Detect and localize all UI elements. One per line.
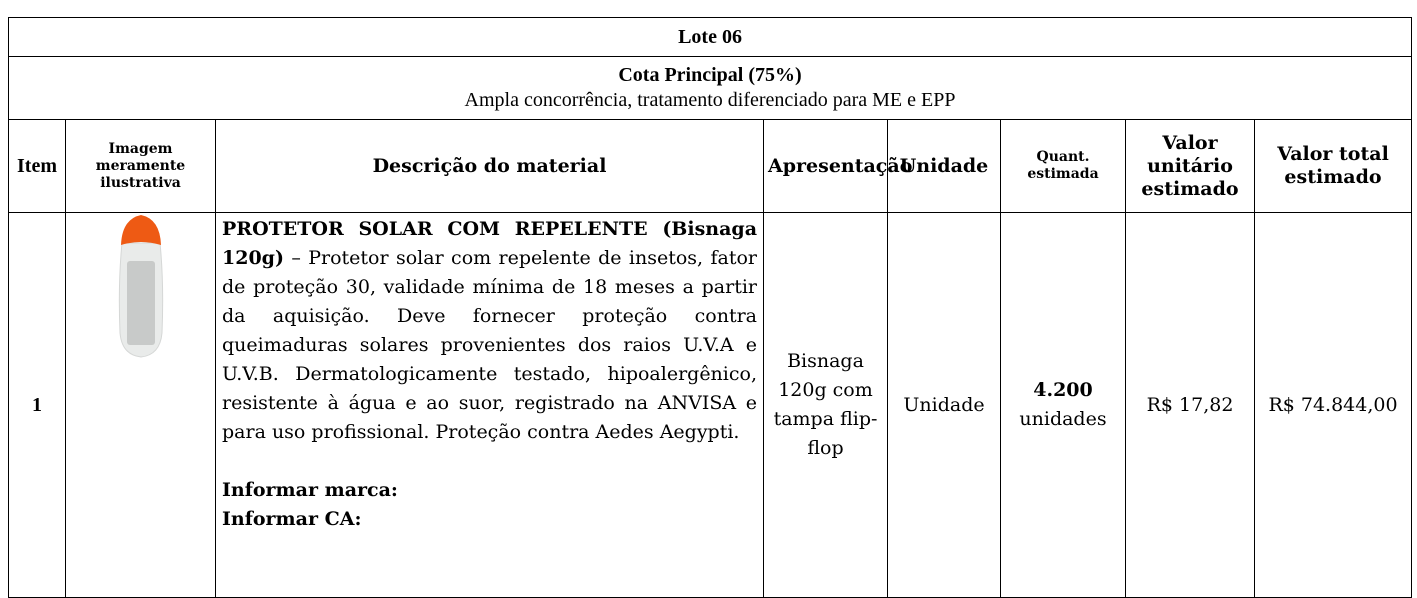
- description-text: – Protetor solar com repelente de inseto…: [222, 247, 757, 443]
- ca-label: Informar CA:: [222, 508, 362, 530]
- header-cell: Quant. estimada: [1000, 119, 1126, 213]
- header-row: Item Imagem meramente ilustrativa Descri…: [8, 119, 1413, 213]
- header-cell: Valor total estimado: [1253, 119, 1413, 213]
- page-body: Lote 06 Cota Principal (75%) Ampla conco…: [7, 17, 1413, 598]
- brand-field: Informar marca:: [222, 476, 757, 505]
- header-cell: Descrição do material: [215, 119, 764, 213]
- product-image: [118, 215, 163, 358]
- description: PROTETOR SOLAR COM REPELENTE (Bisnaga 12…: [222, 215, 757, 447]
- quota-title: Cota Principal (75%): [618, 64, 802, 86]
- quota-subtitle: Ampla concorrência, tratamento diferenci…: [464, 89, 956, 111]
- header-cell: Unidade: [887, 119, 1001, 213]
- description-lead: PROTETOR SOLAR COM REPELENTE (Bisnaga 12…: [222, 218, 757, 269]
- lot-table: Lote 06 Cota Principal (75%) Ampla conco…: [7, 17, 1413, 598]
- item-row: 1 PROTETOR SOLAR COM REPELENTE (Bisnaga …: [8, 212, 1413, 598]
- header-cell: Apresentação: [763, 119, 912, 213]
- header-cell: Item: [8, 119, 66, 213]
- quantity-cell: 4.200 unidades: [1000, 212, 1126, 598]
- page: Lote {"table": { "lote": "Lote 06", "cot…: [7, 17, 1413, 598]
- quantity: 4.200: [1033, 379, 1093, 401]
- description-cell: PROTETOR SOLAR COM REPELENTE (Bisnaga 12…: [215, 212, 764, 598]
- total-price-cell: R$ 74.844,00: [1253, 212, 1413, 598]
- lot-title: Lote 06: [7, 17, 1413, 57]
- brand-label: Informar marca:: [222, 479, 398, 501]
- quantity-unit: unidades: [1019, 408, 1107, 430]
- header-cell: Valor unitário estimado: [1125, 119, 1255, 213]
- image-cell: [65, 212, 216, 598]
- item-number: 1: [8, 212, 66, 598]
- quota-cell: Cota Principal (75%) Ampla concorrência,…: [7, 56, 1413, 120]
- presentation-cell: Bisnaga 120g com tampa flip-flop: [763, 212, 888, 598]
- unit-price-cell: R$ 17,82: [1125, 212, 1255, 598]
- unit-cell: Unidade: [887, 212, 1001, 598]
- ca-field: Informar CA:: [222, 505, 757, 534]
- header-cell: Imagem meramente ilustrativa: [65, 119, 216, 213]
